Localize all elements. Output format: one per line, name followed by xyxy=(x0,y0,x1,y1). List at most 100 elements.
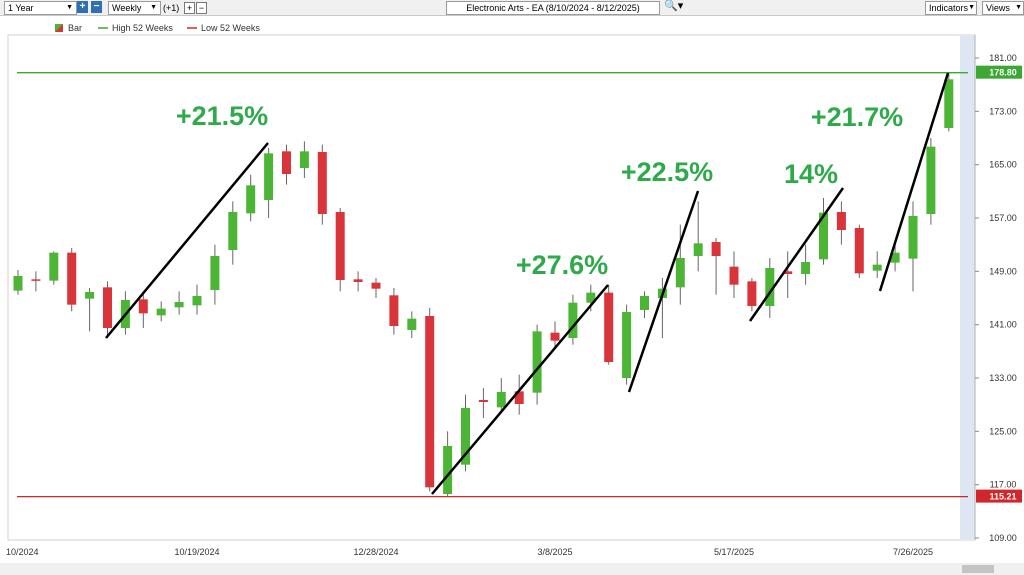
y-tick-label: 149.00 xyxy=(989,266,1017,276)
candle-body xyxy=(85,292,95,299)
candle-body xyxy=(801,262,811,274)
legend-swatch-down xyxy=(55,24,63,32)
candle-body xyxy=(246,185,256,214)
candle-body xyxy=(389,295,399,326)
price-tag-label: 115.21 xyxy=(989,492,1016,502)
views-text: Views xyxy=(986,3,1010,13)
candle-body xyxy=(156,308,166,316)
candle-body xyxy=(550,332,560,341)
price-tag xyxy=(976,65,1022,79)
search-icon[interactable]: 🔍▾ xyxy=(664,0,684,12)
y-tick-label: 141.00 xyxy=(989,320,1017,330)
candle-body xyxy=(532,331,542,393)
interval-text: Weekly xyxy=(112,3,142,13)
trend-line xyxy=(627,190,700,393)
candle-body xyxy=(836,212,846,230)
candle-body xyxy=(711,242,721,256)
dropdown-arrow: ▼ xyxy=(150,4,157,11)
dropdown-arrow: ▼ xyxy=(968,4,975,11)
candle-body xyxy=(210,256,220,290)
x-tick-label: 3/8/2025 xyxy=(537,547,572,557)
legend-label: Low 52 Weeks xyxy=(201,23,260,33)
candle-body xyxy=(228,212,238,250)
title-text: Electronic Arts - EA (8/10/2024 - 8/12/2… xyxy=(466,3,640,13)
y-tick-label: 109.00 xyxy=(989,533,1017,543)
indicators-button[interactable]: Indicators ▼ xyxy=(925,1,977,15)
candle-body xyxy=(299,151,309,168)
y-tick-label: 117.00 xyxy=(990,480,1017,490)
toolbar: 1 Year ▼ + − Weekly ▼ (+1) + − Electronic … xyxy=(0,0,1024,16)
candle-body xyxy=(496,392,506,408)
x-tick-label: 10/19/2024 xyxy=(174,547,219,557)
candle-body xyxy=(765,268,775,306)
symbol-title[interactable]: Electronic Arts - EA (8/10/2024 - 8/12/2… xyxy=(446,1,660,15)
price-tag-label: 178.80 xyxy=(989,68,1017,78)
y-tick-label: 173.00 xyxy=(989,106,1017,116)
period-text: 1 Year xyxy=(8,3,34,13)
offset-plus-button[interactable]: + xyxy=(184,2,195,14)
scroll-thumb[interactable] xyxy=(962,565,994,573)
trend-line xyxy=(105,142,269,339)
dropdown-arrow: ▼ xyxy=(1015,4,1022,11)
candle-body xyxy=(264,153,274,200)
offset-text: (+1) xyxy=(163,3,180,13)
y-tick-label: 157.00 xyxy=(989,213,1017,223)
gain-annotation: +21.7% xyxy=(811,102,903,132)
candle-body xyxy=(890,252,900,263)
gain-annotation: +27.6% xyxy=(516,250,608,280)
candle-body xyxy=(192,296,202,306)
candle-body xyxy=(13,276,23,291)
candle-body xyxy=(586,292,596,303)
future-shade xyxy=(960,36,975,539)
offset-minus-button[interactable]: − xyxy=(196,2,207,14)
candle-body xyxy=(819,212,828,260)
x-tick-label: 12/28/2024 xyxy=(353,547,398,557)
candle-body xyxy=(67,252,77,305)
candle-body xyxy=(908,216,918,259)
candle-body xyxy=(282,151,291,174)
candle-body xyxy=(783,271,793,274)
candle-body xyxy=(944,79,954,128)
candle-body xyxy=(49,252,59,281)
x-tick-label: 10/2024 xyxy=(6,547,39,557)
candle-body xyxy=(407,318,417,330)
zoom-out-button[interactable]: − xyxy=(91,1,102,13)
candle-body xyxy=(640,296,649,310)
candle-body xyxy=(854,228,864,274)
y-tick-label: 181.00 xyxy=(989,53,1017,63)
x-tick-label: 5/17/2025 xyxy=(714,547,754,557)
dropdown-arrow: ▼ xyxy=(66,4,73,11)
candle-body xyxy=(747,281,757,306)
candle-body xyxy=(872,264,882,271)
trend-line xyxy=(431,284,609,495)
candle-body xyxy=(478,400,488,402)
x-tick-label: 7/26/2025 xyxy=(893,547,933,557)
candle-body xyxy=(604,292,614,362)
candle-body xyxy=(622,312,632,378)
views-button[interactable]: Views ▼ xyxy=(982,1,1024,15)
candle-body xyxy=(461,408,470,465)
zoom-in-button[interactable]: + xyxy=(77,1,88,13)
gain-annotation: 14% xyxy=(784,159,838,189)
trend-lines xyxy=(105,72,950,495)
candle-body xyxy=(353,279,363,282)
plot-frame xyxy=(7,34,976,541)
y-tick-label: 125.00 xyxy=(989,426,1017,436)
candle-body xyxy=(371,282,381,289)
gain-annotation: +22.5% xyxy=(621,157,713,187)
gain-annotation: +21.5% xyxy=(176,101,268,131)
interval-select[interactable]: Weekly ▼ xyxy=(108,1,161,15)
scrollbar[interactable] xyxy=(0,563,1024,575)
y-tick-label: 133.00 xyxy=(989,373,1017,383)
trend-line xyxy=(878,72,950,292)
legend-label: Bar xyxy=(68,23,82,33)
candle-body xyxy=(138,299,148,314)
y-tick-label: 165.00 xyxy=(989,160,1017,170)
candle-body xyxy=(103,287,112,328)
period-select[interactable]: 1 Year ▼ xyxy=(4,1,77,15)
candle-body xyxy=(693,243,703,256)
candle-body xyxy=(174,302,184,308)
candle-body xyxy=(31,279,41,281)
candle-body xyxy=(514,391,524,404)
candle-body xyxy=(568,302,578,338)
